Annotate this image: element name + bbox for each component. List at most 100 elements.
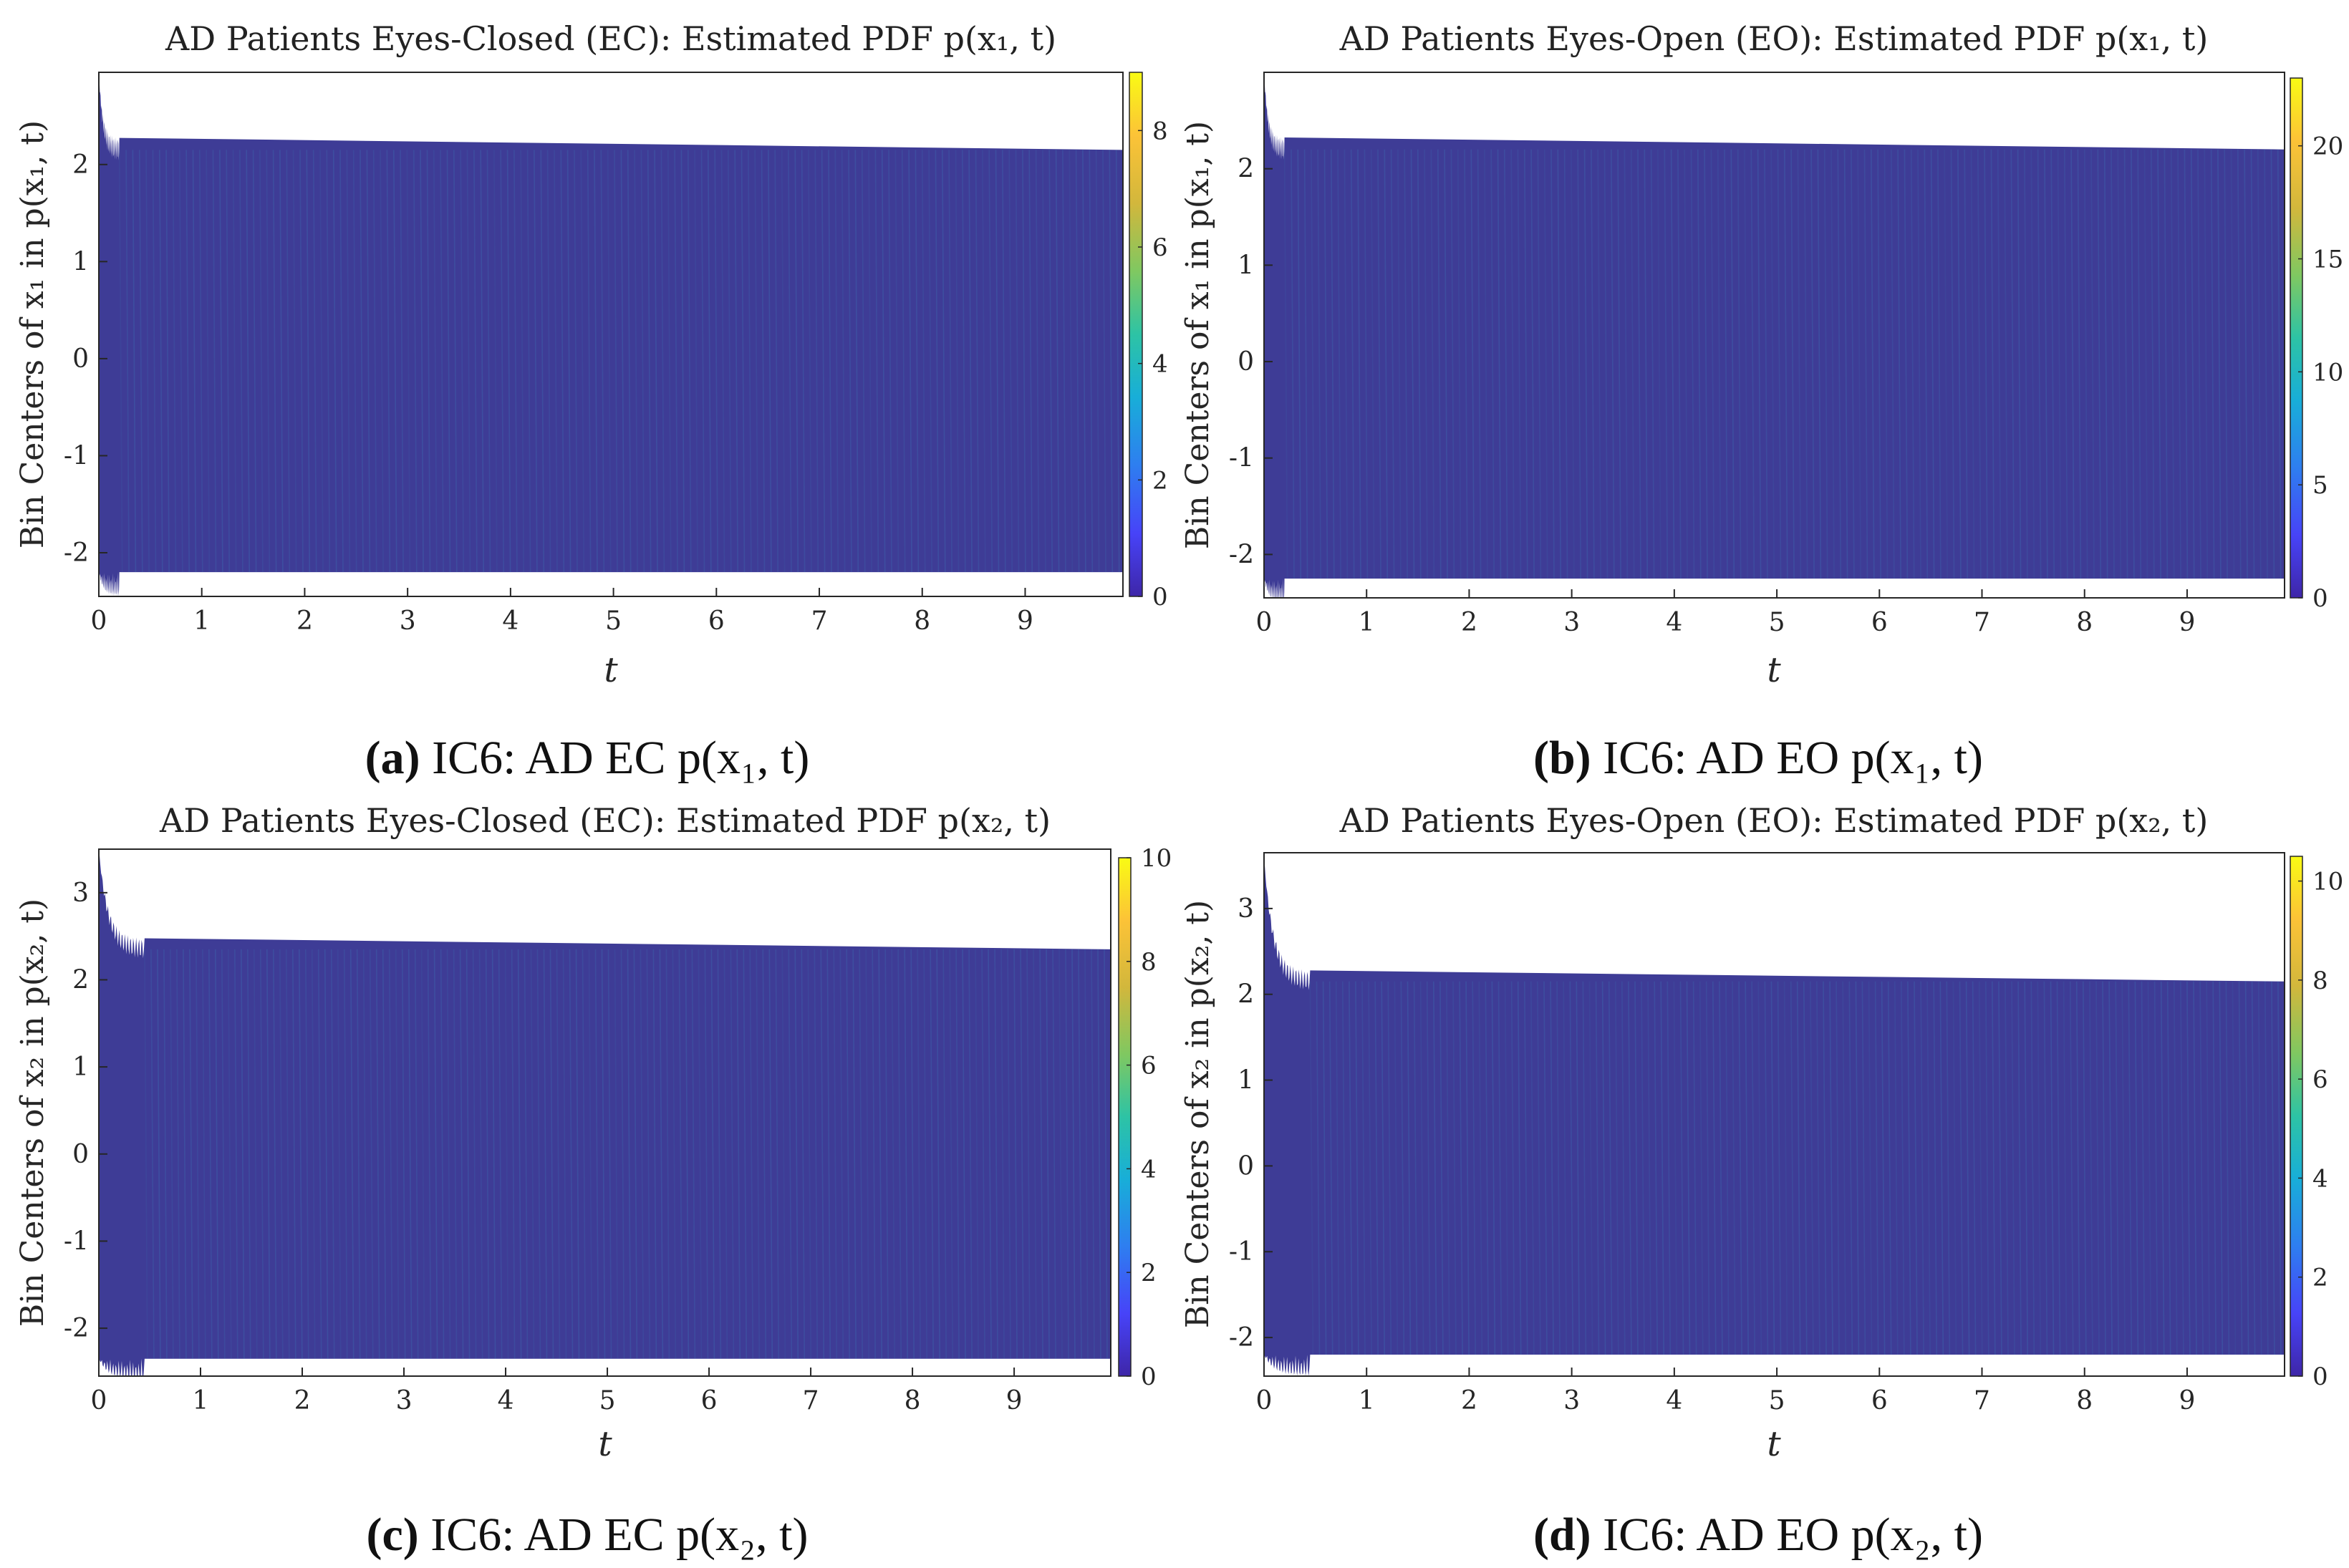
- density-streak: [206, 150, 210, 573]
- density-streak: [775, 949, 780, 1359]
- plot-clip: [99, 72, 1123, 596]
- density-streak: [1102, 150, 1106, 573]
- density-streak: [228, 949, 232, 1359]
- density-streak: [1738, 981, 1742, 1355]
- colorbar: 0 5 10 15 20: [2290, 77, 2343, 613]
- density-streak: [588, 949, 593, 1359]
- x-tick-label: 1: [193, 606, 210, 636]
- density-streak: [326, 150, 331, 573]
- density-streak: [1452, 981, 1457, 1355]
- density-streak: [440, 949, 445, 1359]
- density-streak: [366, 150, 371, 573]
- density-streak: [118, 150, 123, 573]
- density-streak: [854, 150, 859, 573]
- y-tick-labels: -2 -1 0 1 2 3: [1229, 894, 1273, 1352]
- density-streak: [1556, 981, 1561, 1355]
- density-streak: [2083, 149, 2088, 579]
- density-streak: [380, 150, 384, 573]
- density-streak: [2089, 981, 2093, 1355]
- x-tick-label: 4: [1666, 1386, 1682, 1415]
- density-streak: [1790, 149, 1795, 579]
- density-streak: [372, 150, 377, 573]
- density-streak: [1978, 981, 1983, 1355]
- caption-text: IC6: AD EO p(x₂, t): [1603, 1509, 1983, 1561]
- x-tick-label: 4: [498, 1386, 514, 1415]
- density-streak: [1444, 149, 1448, 579]
- density-streak: [556, 949, 561, 1359]
- density-streak: [1571, 149, 1575, 579]
- density-streak: [219, 150, 223, 573]
- density-streak: [179, 150, 183, 573]
- density-streak: [1972, 981, 1977, 1355]
- density-streak: [1342, 981, 1346, 1355]
- density-streak: [781, 949, 786, 1359]
- density-streak: [1757, 149, 1762, 579]
- density-streak: [2264, 149, 2268, 579]
- density-streak: [1797, 149, 1802, 579]
- colorbar-tick-label: 8: [1141, 948, 1157, 977]
- colorbar-tick-label: 8: [2312, 967, 2328, 995]
- density-streak: [2244, 149, 2248, 579]
- density-streak: [580, 150, 585, 573]
- density-streak: [955, 949, 960, 1359]
- density-streak: [413, 150, 418, 573]
- caption-letter: (a): [365, 732, 420, 784]
- density-streak: [2217, 149, 2222, 579]
- density-streak: [801, 150, 806, 573]
- y-tick-label: 2: [1238, 155, 1254, 184]
- density-streak: [247, 949, 251, 1359]
- density-streak: [975, 949, 979, 1359]
- caption-text: IC6: AD EC p(x₁, t): [432, 732, 809, 784]
- density-streak: [1323, 149, 1328, 579]
- x-tick-label: 7: [811, 606, 828, 636]
- density-streak: [159, 150, 163, 573]
- axes-box: [1263, 72, 2285, 599]
- density-streak: [720, 150, 725, 573]
- density-streak: [2137, 149, 2141, 579]
- density-streak: [1933, 981, 1937, 1355]
- density-streak: [1796, 981, 1801, 1355]
- density-streak: [1046, 949, 1050, 1359]
- density-streak: [2166, 981, 2171, 1355]
- density-streak: [1957, 149, 1962, 579]
- density-streak: [2225, 981, 2230, 1355]
- density-streak: [2224, 149, 2228, 579]
- density-streak: [962, 949, 966, 1359]
- density-streak: [491, 949, 496, 1359]
- density-streak: [2083, 981, 2087, 1355]
- density-streak: [614, 150, 618, 573]
- density-streak: [1478, 981, 1483, 1355]
- density-streak: [1109, 150, 1114, 573]
- density-streak: [1871, 149, 1875, 579]
- density-streak: [311, 949, 316, 1359]
- density-streak: [480, 150, 484, 573]
- density-streak: [1887, 981, 1892, 1355]
- density-streak: [839, 949, 844, 1359]
- density-streak: [1704, 149, 1708, 579]
- density-streak: [1939, 981, 1944, 1355]
- x-tick-label: 8: [2076, 608, 2093, 637]
- density-streak: [2024, 981, 2028, 1355]
- y-tick-label: 3: [72, 879, 89, 908]
- density-streak: [279, 949, 284, 1359]
- density-streak: [788, 949, 793, 1359]
- density-streak: [506, 150, 511, 573]
- density-streak: [688, 150, 692, 573]
- y-tick-label: -1: [1229, 444, 1254, 473]
- density-streak: [1437, 149, 1442, 579]
- x-tick-label: 1: [1359, 608, 1375, 637]
- density-streak: [788, 150, 792, 573]
- density-streak: [2277, 149, 2282, 579]
- density-streak: [708, 150, 712, 573]
- density-streak: [2210, 149, 2215, 579]
- density-streak: [1410, 149, 1415, 579]
- x-tick-label: 2: [1461, 1386, 1477, 1415]
- density-streak: [343, 949, 348, 1359]
- density-streak: [640, 949, 645, 1359]
- density-streak: [2075, 981, 2080, 1355]
- x-tick-label: 7: [803, 1386, 819, 1415]
- density-streak: [1370, 149, 1375, 579]
- y-tick-label: 3: [1238, 894, 1254, 924]
- density-streak: [1344, 149, 1349, 579]
- density-streak: [942, 150, 946, 573]
